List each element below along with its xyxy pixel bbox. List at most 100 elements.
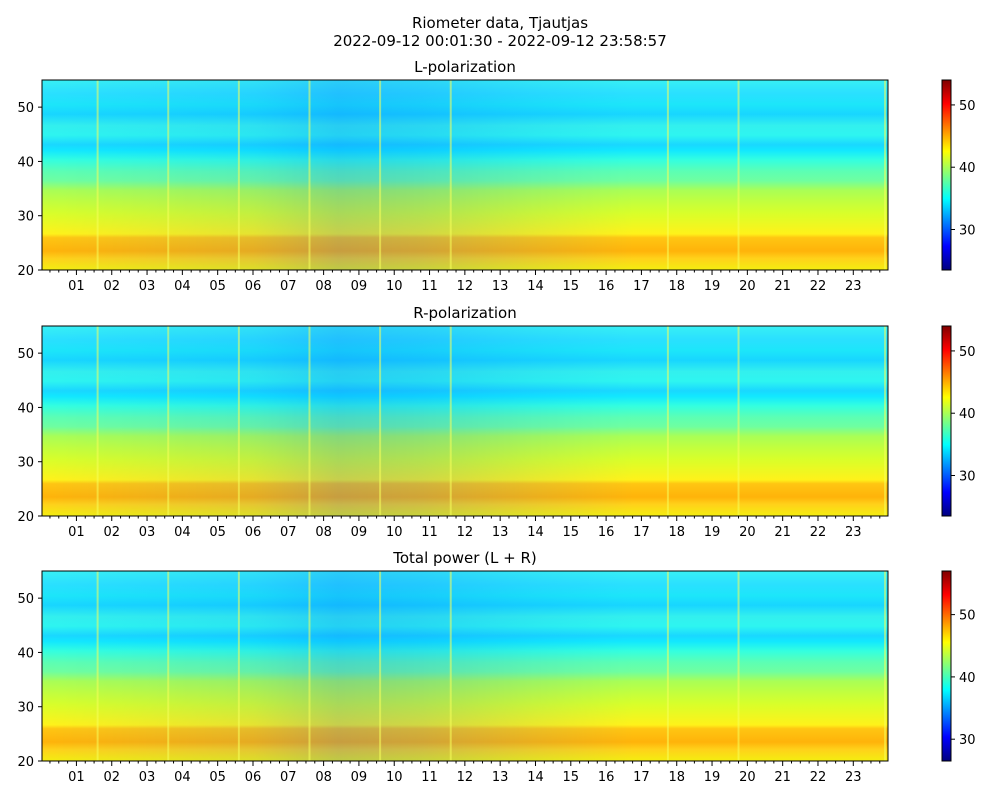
x-tick-label: 23 <box>845 770 862 785</box>
x-tick-label: 02 <box>103 279 120 294</box>
x-tick-label: 10 <box>386 525 403 540</box>
x-tick-label: 08 <box>315 279 332 294</box>
x-tick-label: 08 <box>315 525 332 540</box>
x-tick-label: 18 <box>668 770 685 785</box>
interference-streak <box>96 326 99 516</box>
x-tick-label: 19 <box>704 279 721 294</box>
interference-streak <box>884 326 887 516</box>
y-tick-label: 20 <box>17 264 34 279</box>
y-tick-label: 20 <box>17 510 34 525</box>
x-tick-label: 09 <box>351 525 368 540</box>
diurnal-overlay <box>42 326 888 516</box>
colorbar-tick-label: 40 <box>959 161 976 176</box>
panel-title: L-polarization <box>414 58 516 76</box>
x-tick-label: 15 <box>563 525 580 540</box>
x-tick-label: 05 <box>209 770 226 785</box>
figure-subtitle: 2022-09-12 00:01:30 - 2022-09-12 23:58:5… <box>333 32 667 50</box>
interference-streak <box>379 326 382 516</box>
x-tick-label: 16 <box>598 525 615 540</box>
x-tick-label: 19 <box>704 770 721 785</box>
panel-title: Total power (L + R) <box>392 549 537 567</box>
interference-streak <box>884 571 887 761</box>
x-tick-label: 04 <box>174 279 191 294</box>
x-tick-label: 17 <box>633 279 650 294</box>
interference-streak <box>449 80 452 270</box>
interference-streak <box>449 326 452 516</box>
colorbar-tick-label: 50 <box>959 99 976 114</box>
x-tick-label: 11 <box>421 279 438 294</box>
panel-title: R-polarization <box>413 304 516 322</box>
y-tick-label: 20 <box>17 755 34 770</box>
x-tick-label: 23 <box>845 525 862 540</box>
x-tick-label: 21 <box>774 770 791 785</box>
interference-streak <box>737 80 740 270</box>
figure-title: Riometer data, Tjautjas <box>411 14 589 32</box>
x-tick-label: 23 <box>845 279 862 294</box>
interference-streak <box>666 571 669 761</box>
interference-streak <box>167 80 170 270</box>
x-tick-label: 21 <box>774 525 791 540</box>
y-tick-label: 50 <box>17 347 34 362</box>
y-tick-label: 30 <box>17 456 34 471</box>
x-tick-label: 09 <box>351 279 368 294</box>
x-tick-label: 14 <box>527 525 544 540</box>
x-tick-label: 12 <box>457 525 474 540</box>
x-tick-label: 06 <box>245 525 262 540</box>
x-tick-label: 03 <box>139 770 156 785</box>
interference-streak <box>737 326 740 516</box>
x-tick-label: 02 <box>103 525 120 540</box>
colorbar <box>941 325 952 517</box>
colorbar-tick-label: 40 <box>959 407 976 422</box>
x-tick-label: 14 <box>527 279 544 294</box>
x-tick-label: 08 <box>315 770 332 785</box>
y-tick-label: 40 <box>17 646 34 661</box>
panel-1: L-polarization 20 30 40 50 01 02 03 04 05 06 07 08 09… <box>17 58 975 294</box>
x-tick-label: 04 <box>174 770 191 785</box>
panel-2: R-polarization 20 30 40 50 01 02 03 04 05 06 07 08 09… <box>17 304 975 540</box>
interference-streak <box>884 80 887 270</box>
interference-streak <box>167 571 170 761</box>
interference-streak <box>379 80 382 270</box>
colorbar-tick-label: 50 <box>959 609 976 624</box>
x-tick-label: 14 <box>527 770 544 785</box>
x-tick-label: 22 <box>810 279 827 294</box>
x-tick-label: 12 <box>457 279 474 294</box>
x-tick-label: 06 <box>245 279 262 294</box>
x-tick-label: 18 <box>668 279 685 294</box>
x-tick-label: 07 <box>280 525 297 540</box>
x-tick-label: 01 <box>68 525 85 540</box>
diurnal-overlay <box>42 571 888 761</box>
interference-streak <box>308 326 311 516</box>
x-tick-label: 19 <box>704 525 721 540</box>
y-tick-label: 50 <box>17 592 34 607</box>
y-tick-label: 40 <box>17 401 34 416</box>
interference-streak <box>237 80 240 270</box>
x-tick-label: 03 <box>139 279 156 294</box>
x-tick-label: 07 <box>280 279 297 294</box>
x-tick-label: 11 <box>421 770 438 785</box>
x-tick-label: 11 <box>421 525 438 540</box>
x-tick-label: 04 <box>174 525 191 540</box>
x-tick-label: 13 <box>492 525 509 540</box>
interference-streak <box>449 571 452 761</box>
x-tick-label: 13 <box>492 770 509 785</box>
x-tick-label: 21 <box>774 279 791 294</box>
x-tick-label: 15 <box>563 770 580 785</box>
y-tick-label: 50 <box>17 101 34 116</box>
x-tick-label: 20 <box>739 770 756 785</box>
colorbar-tick-label: 50 <box>959 345 976 360</box>
panel-3: Total power (L + R) 20 30 40 50 01 02 03 04 05 06 0… <box>17 549 975 785</box>
x-tick-label: 10 <box>386 770 403 785</box>
x-tick-label: 05 <box>209 525 226 540</box>
interference-streak <box>167 326 170 516</box>
x-tick-label: 09 <box>351 770 368 785</box>
colorbar-tick-label: 40 <box>959 671 976 686</box>
interference-streak <box>308 80 311 270</box>
interference-streak <box>737 571 740 761</box>
diurnal-overlay <box>42 80 888 270</box>
colorbar <box>941 570 952 762</box>
x-tick-label: 07 <box>280 770 297 785</box>
x-tick-label: 13 <box>492 279 509 294</box>
x-tick-label: 01 <box>68 279 85 294</box>
interference-streak <box>308 571 311 761</box>
